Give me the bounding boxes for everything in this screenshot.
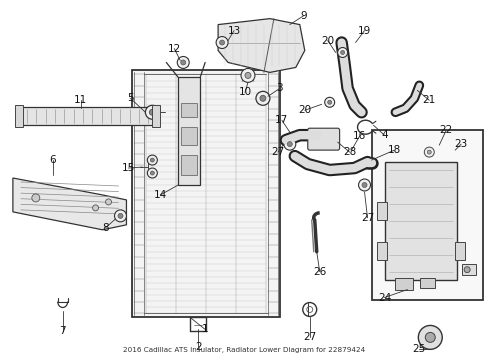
Text: 27: 27 xyxy=(271,147,284,157)
Text: 15: 15 xyxy=(122,163,135,173)
Bar xyxy=(377,202,386,220)
Bar xyxy=(371,130,482,300)
Circle shape xyxy=(427,150,430,154)
Text: 20: 20 xyxy=(298,105,311,115)
Text: 6: 6 xyxy=(49,155,56,165)
Text: 1: 1 xyxy=(202,324,208,334)
Text: 2: 2 xyxy=(195,342,201,352)
Text: 12: 12 xyxy=(167,44,181,54)
Polygon shape xyxy=(13,178,126,230)
Text: 20: 20 xyxy=(321,36,334,46)
Text: 21: 21 xyxy=(422,95,435,105)
Bar xyxy=(377,242,386,260)
Circle shape xyxy=(241,68,254,82)
Circle shape xyxy=(216,37,227,49)
Circle shape xyxy=(92,205,99,211)
Circle shape xyxy=(177,57,189,68)
Text: 22: 22 xyxy=(439,125,452,135)
Text: 28: 28 xyxy=(342,147,355,157)
Text: 26: 26 xyxy=(312,267,325,276)
Text: 23: 23 xyxy=(454,139,467,149)
FancyBboxPatch shape xyxy=(307,128,339,150)
Polygon shape xyxy=(218,19,304,72)
Text: 25: 25 xyxy=(412,345,425,354)
Text: 14: 14 xyxy=(153,190,166,200)
Text: 13: 13 xyxy=(227,26,240,36)
Circle shape xyxy=(358,179,370,191)
Circle shape xyxy=(283,138,295,150)
Bar xyxy=(15,105,23,127)
Bar xyxy=(385,162,456,280)
Bar xyxy=(132,71,279,318)
Text: 17: 17 xyxy=(275,115,288,125)
Circle shape xyxy=(147,155,157,165)
Bar xyxy=(420,278,434,288)
Text: 2016 Cadillac ATS Insulator, Radiator Lower Diagram for 22879424: 2016 Cadillac ATS Insulator, Radiator Lo… xyxy=(122,347,365,353)
Text: 7: 7 xyxy=(59,327,66,336)
Bar xyxy=(178,77,200,185)
Circle shape xyxy=(361,183,366,188)
Text: 24: 24 xyxy=(377,293,390,302)
Text: 9: 9 xyxy=(300,11,306,21)
Text: 27: 27 xyxy=(360,213,373,223)
Circle shape xyxy=(425,332,434,342)
Circle shape xyxy=(181,60,185,65)
Bar xyxy=(152,105,160,127)
Circle shape xyxy=(260,95,265,101)
Circle shape xyxy=(150,158,154,162)
Circle shape xyxy=(145,105,159,119)
Circle shape xyxy=(417,325,441,349)
Circle shape xyxy=(463,267,469,273)
Text: 27: 27 xyxy=(303,332,316,342)
Text: 16: 16 xyxy=(352,131,366,141)
Circle shape xyxy=(149,109,155,115)
Bar xyxy=(181,155,197,175)
Bar xyxy=(181,127,197,145)
Circle shape xyxy=(105,199,111,205)
Text: 4: 4 xyxy=(380,130,387,140)
Circle shape xyxy=(255,91,269,105)
Circle shape xyxy=(118,213,122,219)
Text: 5: 5 xyxy=(127,93,134,103)
Text: 19: 19 xyxy=(357,26,370,36)
Bar xyxy=(454,242,464,260)
Circle shape xyxy=(337,48,347,58)
Circle shape xyxy=(114,210,126,222)
Circle shape xyxy=(150,171,154,175)
Text: 8: 8 xyxy=(102,223,109,233)
Bar xyxy=(461,264,475,275)
Circle shape xyxy=(340,50,344,54)
Text: 18: 18 xyxy=(387,145,400,155)
Circle shape xyxy=(324,97,334,107)
Text: 11: 11 xyxy=(74,95,87,105)
Circle shape xyxy=(219,40,224,45)
Circle shape xyxy=(32,194,40,202)
Circle shape xyxy=(244,72,250,78)
Bar xyxy=(19,107,156,125)
Circle shape xyxy=(287,141,292,147)
Circle shape xyxy=(424,147,433,157)
Bar xyxy=(181,103,197,117)
Text: 10: 10 xyxy=(238,87,251,97)
Circle shape xyxy=(147,168,157,178)
Circle shape xyxy=(327,100,331,104)
Bar xyxy=(395,278,412,289)
Text: 3: 3 xyxy=(276,84,283,93)
